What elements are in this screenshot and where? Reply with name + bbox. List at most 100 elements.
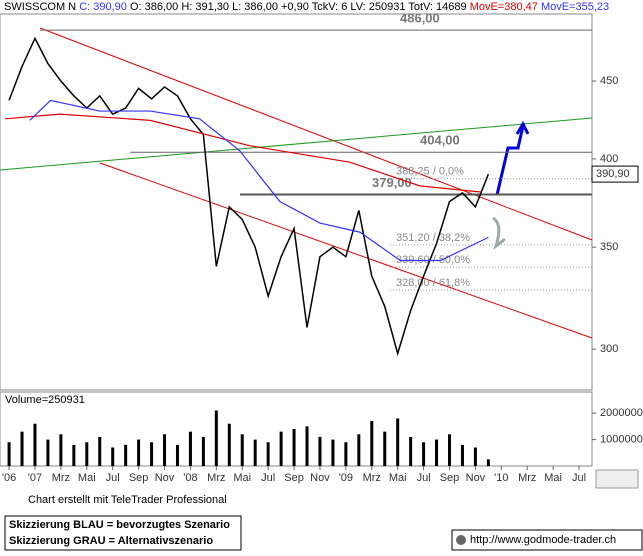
level-label: 379,00 <box>372 175 412 190</box>
volume-bar <box>396 418 400 466</box>
volume-bar <box>292 429 296 466</box>
channel-lower <box>99 162 593 339</box>
y-tick-label: 400 <box>600 153 618 165</box>
volume-bar <box>266 442 270 466</box>
volume-panel <box>0 391 593 467</box>
x-tick-label: Mrz <box>207 472 225 484</box>
volume-bar <box>46 439 50 466</box>
x-tick-label: '09 <box>339 472 353 484</box>
channel-upper <box>39 27 593 241</box>
header: SWISSCOM N C: 390,90 O: 386,00 H: 391,30… <box>4 1 609 13</box>
level-label: 486,00 <box>400 11 440 26</box>
volume-bar <box>175 444 179 466</box>
moving-average <box>5 113 481 193</box>
volume-bar <box>435 439 439 466</box>
y-tick-label: 300 <box>600 343 618 355</box>
last-price-label: 390,90 <box>596 168 630 180</box>
volume-bar <box>240 434 244 466</box>
x-tick-label: Mai <box>389 472 407 484</box>
volume-bar <box>201 436 205 466</box>
x-tick-label: Nov <box>155 472 175 484</box>
volume-bar <box>460 444 464 466</box>
close: C: 390,90 <box>79 1 127 13</box>
volume-bar <box>124 444 128 466</box>
x-tick-label: Mai <box>78 472 96 484</box>
volume-bar <box>227 423 231 466</box>
price-line <box>8 36 490 357</box>
volume-bar <box>214 410 218 466</box>
volume-bar <box>409 436 413 466</box>
fib-label: 351,20 / 38,2% <box>396 232 470 244</box>
credit: Chart erstellt mit TeleTrader Profession… <box>28 494 227 506</box>
legend-gray: Skizzierung GRAU = Alternativszenario <box>9 535 213 547</box>
quote: O: 386,00 H: 391,30 L: 386,00 +0,90 TckV… <box>130 1 467 13</box>
legend-blue: Skizzierung BLAU = bevorzugtes Szenario <box>9 519 230 531</box>
y-tick-label: 1000000 <box>600 433 643 445</box>
x-tick-label: Mrz <box>52 472 70 484</box>
volume-bar <box>7 442 11 466</box>
x-tick-label: Nov <box>466 472 486 484</box>
scenario-blue <box>495 120 530 196</box>
volume-bar <box>33 423 37 466</box>
x-tick-label: Sep <box>129 472 149 484</box>
volume-bar <box>448 434 452 466</box>
y-tick-label: 2000000 <box>600 407 643 419</box>
x-tick-label: Sep <box>440 472 460 484</box>
x-tick-label: Mrz <box>518 472 536 484</box>
ma-long-legend: MovE=380,47 <box>470 1 538 13</box>
price-panel <box>0 13 593 391</box>
volume-bar <box>370 421 374 466</box>
volume-bar <box>344 442 348 466</box>
x-tick-label: Sep <box>284 472 304 484</box>
volume-bar <box>253 439 257 466</box>
volume-bar <box>383 431 387 466</box>
trend-line <box>0 117 593 171</box>
volume-bar <box>188 431 192 466</box>
x-tick-label: '06 <box>2 472 16 484</box>
url[interactable]: http://www.godmode-trader.ch <box>470 534 616 546</box>
volume-bar <box>20 431 24 466</box>
volume-bar <box>59 434 63 466</box>
volume-bar <box>150 442 154 466</box>
volume-bar <box>85 442 89 466</box>
url-icon <box>456 535 466 545</box>
volume-bar <box>137 439 141 466</box>
x-tick-label: Nov <box>310 472 330 484</box>
volume-bar <box>473 447 477 466</box>
x-tick-label: Mrz <box>363 472 381 484</box>
scenario-gray <box>492 216 506 251</box>
volume-bar <box>486 459 490 466</box>
fib-label: 328,00 / 61,8% <box>396 277 470 289</box>
volume-bar <box>305 426 309 466</box>
fib-label: 388,25 / 0,0% <box>396 166 464 178</box>
volume-bar <box>163 434 167 466</box>
x-tick-label: Jul <box>261 472 275 484</box>
x-tick-label: Jul <box>417 472 431 484</box>
volume-bar <box>357 434 361 466</box>
volume-bar <box>111 447 115 466</box>
moving-average <box>29 99 489 262</box>
x-tick-label: '07 <box>28 472 42 484</box>
legend-box <box>4 515 242 551</box>
x-tick-label: Jul <box>572 472 586 484</box>
volume-bar <box>72 444 76 466</box>
last-price-box <box>591 165 639 183</box>
volume-bar <box>98 436 102 466</box>
y-tick-label: 450 <box>600 75 618 87</box>
volume-bar <box>318 436 322 466</box>
x-tick-label: Jul <box>106 472 120 484</box>
logo <box>595 469 639 489</box>
x-tick-label: '10 <box>494 472 508 484</box>
url-box <box>451 529 643 551</box>
symbol: SWISSCOM N <box>4 1 76 13</box>
x-tick-label: Mai <box>233 472 251 484</box>
y-tick-label: 350 <box>600 241 618 253</box>
volume-bar <box>331 439 335 466</box>
level-label: 404,00 <box>420 133 460 148</box>
volume-bar <box>279 431 283 466</box>
volume-title: Volume=250931 <box>5 394 85 406</box>
x-tick-label: Mai <box>544 472 562 484</box>
x-tick-label: '08 <box>183 472 197 484</box>
ma-short-legend: MovE=355,23 <box>541 1 609 13</box>
